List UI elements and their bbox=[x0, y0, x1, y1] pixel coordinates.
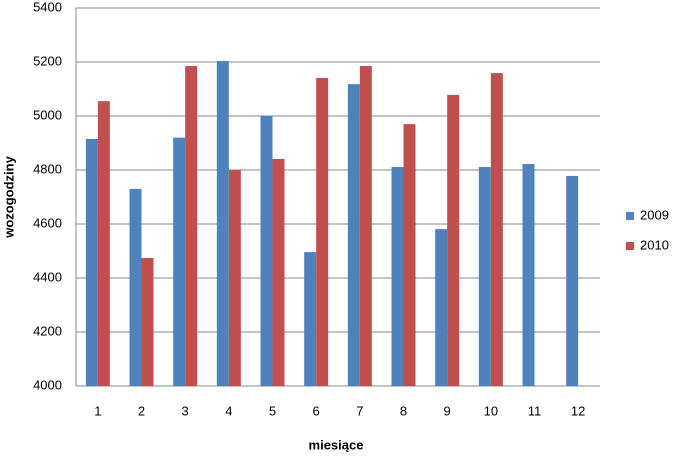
bar bbox=[228, 170, 241, 386]
legend-label: 2009 bbox=[640, 207, 669, 222]
legend-label: 2010 bbox=[640, 237, 669, 252]
bar bbox=[129, 188, 142, 386]
bar bbox=[478, 167, 491, 386]
x-axis-title: miesiące bbox=[309, 437, 364, 452]
bar bbox=[403, 124, 416, 386]
x-tick-label: 1 bbox=[94, 403, 101, 418]
bar bbox=[185, 66, 198, 387]
bar bbox=[304, 252, 317, 386]
y-tick-label: 4600 bbox=[33, 215, 62, 230]
bar bbox=[173, 137, 186, 386]
x-tick-label: 10 bbox=[484, 403, 498, 418]
bar bbox=[260, 116, 273, 386]
y-tick-label: 4200 bbox=[33, 323, 62, 338]
legend-swatch bbox=[626, 212, 634, 220]
bar bbox=[85, 138, 98, 386]
x-tick-label: 11 bbox=[528, 403, 542, 418]
y-tick-label: 5400 bbox=[33, 0, 62, 14]
bar bbox=[272, 158, 285, 386]
x-tick-label: 8 bbox=[400, 403, 407, 418]
bar bbox=[359, 66, 372, 387]
bar bbox=[435, 229, 448, 386]
bar bbox=[347, 84, 360, 386]
bar bbox=[216, 60, 229, 387]
x-tick-label: 12 bbox=[571, 403, 585, 418]
y-tick-label: 5000 bbox=[33, 107, 62, 122]
bar bbox=[447, 94, 460, 386]
y-tick-label: 4400 bbox=[33, 269, 62, 284]
x-tick-label: 9 bbox=[444, 403, 451, 418]
x-tick-label: 6 bbox=[313, 403, 320, 418]
x-tick-label: 3 bbox=[182, 403, 189, 418]
bar bbox=[316, 77, 329, 387]
bar bbox=[391, 167, 404, 386]
y-axis-title: wozogodziny bbox=[1, 155, 16, 238]
bar bbox=[522, 164, 535, 386]
x-tick-label: 5 bbox=[269, 403, 276, 418]
y-tick-label: 5200 bbox=[33, 53, 62, 68]
legend-swatch bbox=[626, 242, 634, 250]
x-tick-label: 4 bbox=[225, 403, 232, 418]
bar bbox=[566, 175, 579, 386]
bar bbox=[97, 101, 110, 387]
bar bbox=[141, 258, 154, 386]
x-tick-label: 7 bbox=[356, 403, 363, 418]
x-tick-label: 2 bbox=[138, 403, 145, 418]
bar bbox=[490, 73, 503, 386]
y-tick-label: 4800 bbox=[33, 161, 62, 176]
y-tick-label: 4000 bbox=[33, 377, 62, 392]
